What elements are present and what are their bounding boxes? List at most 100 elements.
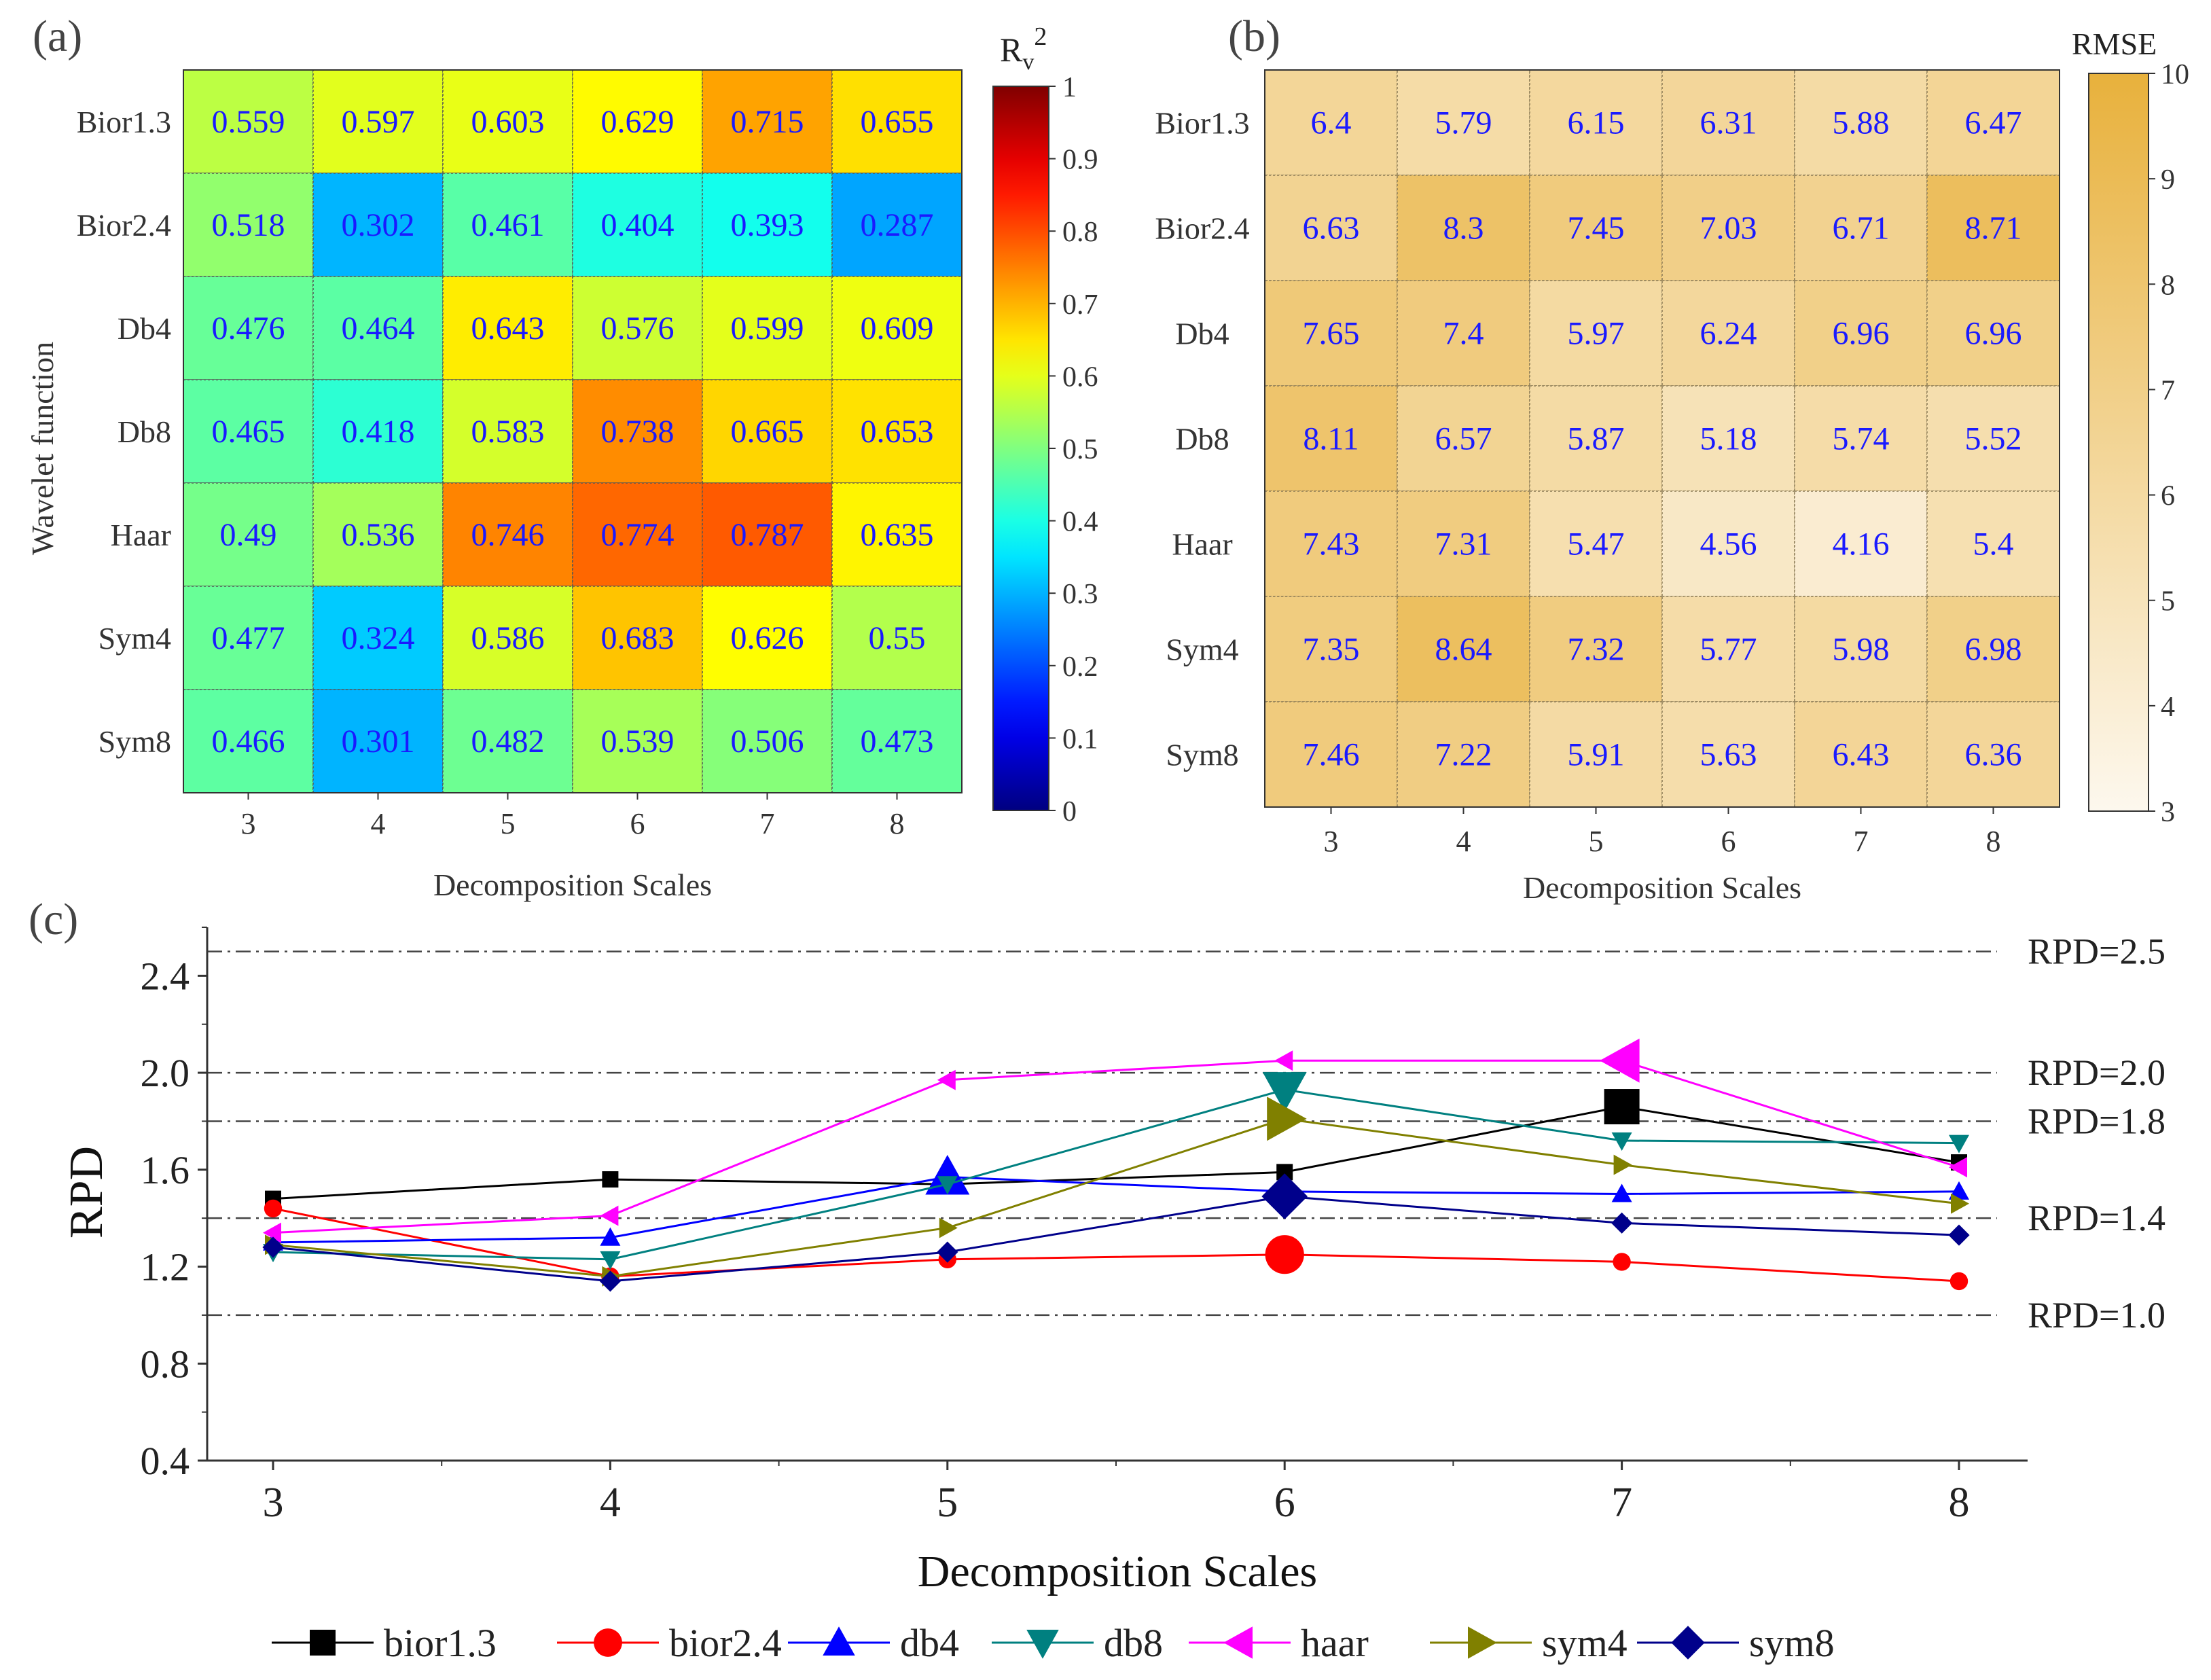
series-point [1951,1193,1969,1214]
heatmap-a-value: 0.482 [471,723,545,759]
colorbar-a-tick-label: 0.4 [1062,507,1098,538]
series-point [1949,1181,1969,1200]
legend-label: db4 [900,1621,959,1665]
y-tick-label: 1.2 [141,1245,190,1289]
colorbar-b-tick-label: 4 [2161,692,2175,723]
series-point-highlight [1604,1089,1640,1125]
series-point [600,1251,621,1270]
y-tick-label: 1.6 [141,1148,190,1192]
heatmap-b-cell [1661,596,1795,702]
colorbar-b-title: RMSE [2072,26,2157,61]
heatmap-b-value: 4.16 [1833,526,1890,562]
x-axis-title: Decomposition Scales [918,1547,1317,1596]
series-line [272,1207,1960,1283]
heatmap-a-cell [183,482,314,587]
heatmap-b-cell [1397,69,1530,176]
series-point [264,1199,283,1218]
heatmap-a-frame [183,69,963,793]
heatmap-a-row-label: Db4 [118,311,171,346]
y-tick-label: 0.8 [141,1342,190,1386]
legend-swatch-marker [1671,1626,1705,1660]
legend-label: bior2.4 [669,1621,782,1665]
panel-a-label: (a) [33,12,82,61]
heatmap-b-value: 8.3 [1443,211,1484,247]
heatmap-a-value: 0.404 [601,207,675,243]
heatmap-b-value: 6.71 [1833,211,1890,247]
heatmap-b-value: 7.4 [1443,316,1484,352]
heatmap-b-cell [1794,385,1928,492]
heatmap-a-cell [312,276,444,380]
reference-line-label: RPD=2.5 [2028,931,2165,972]
heatmap-b-row-label: Sym8 [1166,738,1238,772]
heatmap-b-value: 7.03 [1700,211,1757,247]
colorbar-a-tick-label: 0.7 [1062,289,1098,321]
heatmap-b-row-label: Db4 [1175,317,1229,351]
series-point [937,1241,958,1263]
colorbar-b-tick-label: 8 [2161,270,2175,301]
series-point [1949,1157,1967,1178]
series-point [1613,1253,1631,1271]
heatmap-b-cell [1926,490,2060,597]
heatmap-b-x-tick-label: 4 [1456,825,1471,858]
heatmap-a-cell [702,586,833,690]
heatmap-b-value: 5.18 [1700,421,1757,457]
heatmap-b-value: 7.35 [1303,632,1360,668]
heatmap-b-value: 6.36 [1965,737,2022,773]
legend-swatch-marker [1468,1626,1497,1659]
heatmap-a-cell [442,379,573,484]
series-point [937,1176,958,1195]
heatmap-b-cell [1794,701,1928,808]
heatmap-b-value: 5.77 [1700,632,1757,668]
heatmap-a-value: 0.506 [731,723,804,759]
series-sym8 [262,1173,1970,1292]
reference-line-label: RPD=1.4 [2028,1198,2165,1238]
heatmap-b-cell [1794,175,1928,281]
legend-swatch-marker [1223,1626,1253,1659]
series-line [272,1059,1960,1234]
heatmap-b-value: 6.4 [1311,105,1352,141]
heatmap-b-value: 6.98 [1965,632,2022,668]
series-point [1949,1134,1969,1154]
heatmap-b-value: 5.87 [1568,421,1625,457]
heatmap-a-value: 0.746 [471,517,545,553]
heatmap-b-row-label: Db8 [1175,422,1229,457]
colorbar-a-title-main: R [1000,31,1023,69]
heatmap-a-value: 0.465 [212,414,285,450]
series-point-highlight [1267,1096,1307,1141]
legend-label: sym8 [1749,1621,1835,1665]
heatmap-a-value: 0.655 [861,104,934,140]
heatmap-b-cell [1661,385,1795,492]
series-point [1611,1212,1633,1234]
heatmap-a-value: 0.302 [342,207,415,243]
series-point-highlight [925,1155,970,1195]
panel-b-label: (b) [1228,12,1280,61]
heatmap-b-value: 6.47 [1965,105,2022,141]
heatmap-b-value: 8.64 [1435,632,1492,668]
colorbar-a-title-sup: 2 [1034,22,1047,51]
y-tick-label: 0.4 [141,1439,190,1483]
series-point [1613,1154,1632,1175]
legend-label: bior1.3 [384,1621,497,1665]
heatmap-b-x-tick-label: 3 [1324,825,1339,858]
heatmap-b-value: 8.11 [1303,421,1359,457]
heatmap-a-value: 0.774 [601,517,675,553]
colorbar-a-title: Rv2 [1000,22,1047,75]
heatmap-a-value: 0.599 [731,310,804,346]
series-point [1949,1272,1969,1291]
legend-swatch-marker [594,1628,622,1657]
heatmap-a-value: 0.461 [471,207,545,243]
y-tick-label: 2.0 [141,1051,190,1095]
reference-line-label: RPD=1.0 [2028,1295,2165,1336]
heatmap-b-value: 5.47 [1568,526,1625,562]
heatmap-b-cell [1264,69,1398,176]
heatmap-b-cell [1397,175,1530,281]
heatmap-b-value: 7.65 [1303,316,1360,352]
heatmap-b-value: 5.79 [1435,105,1492,141]
heatmap-b-cell [1264,596,1398,702]
heatmap-a-value: 0.466 [212,723,285,759]
heatmap-a-x-tick-label: 3 [241,807,256,840]
heatmap-b-cell [1661,280,1795,387]
heatmap-a-row-label: Sym4 [98,621,171,656]
legend-label: db8 [1104,1621,1163,1665]
